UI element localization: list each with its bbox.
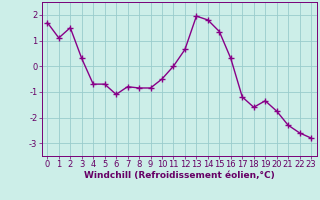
X-axis label: Windchill (Refroidissement éolien,°C): Windchill (Refroidissement éolien,°C): [84, 171, 275, 180]
